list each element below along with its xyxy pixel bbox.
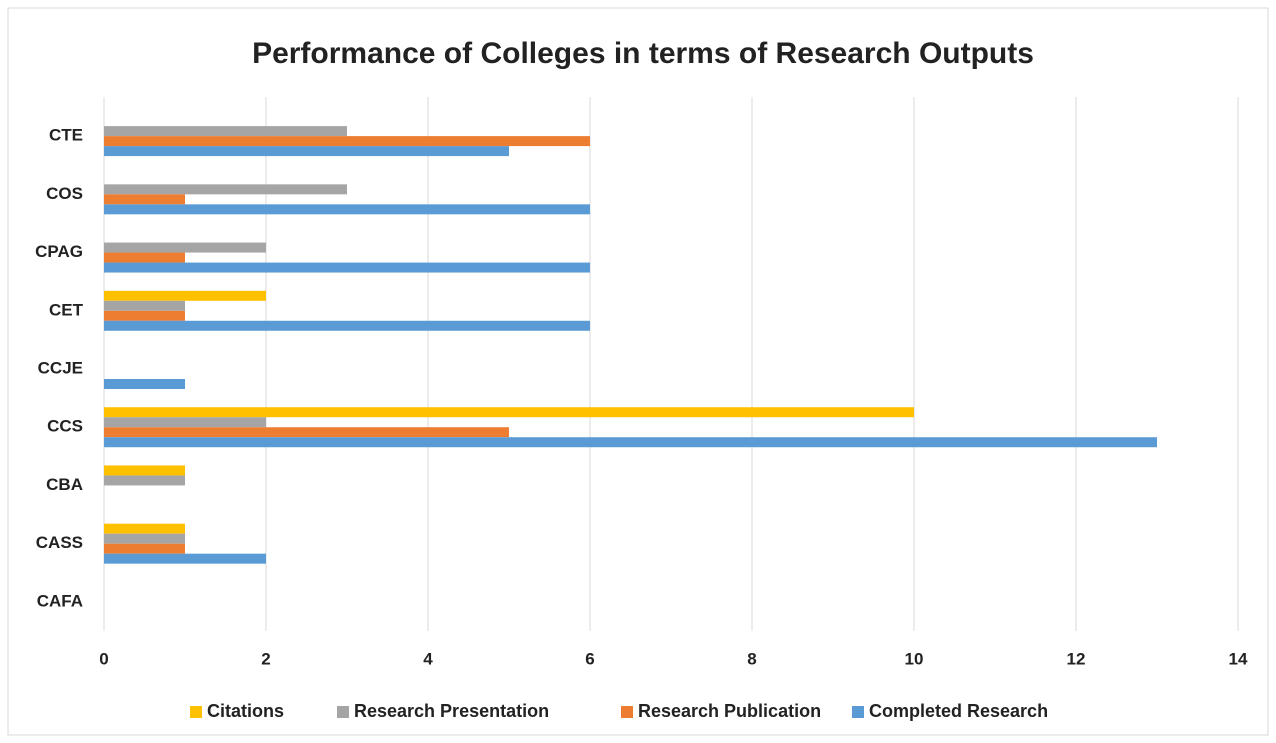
bar [104,553,266,564]
bar [104,146,509,157]
chart-title: Performance of Colleges in terms of Rese… [252,37,1034,70]
bar [104,252,185,263]
legend-swatch [621,706,633,718]
bar [104,290,266,301]
x-tick-label: 0 [99,649,108,668]
y-tick-label: CASS [36,533,83,552]
legend-label: Research Publication [638,701,821,721]
x-tick-label: 14 [1229,649,1248,668]
bar [104,262,590,273]
bar [104,136,590,147]
y-tick-label: CPAG [35,242,83,261]
bar [104,417,266,428]
bar [104,543,185,554]
y-tick-label: CET [49,300,84,319]
legend-swatch [190,706,202,718]
y-tick-label: CAFA [37,591,83,610]
bar [104,523,185,534]
x-tick-label: 6 [585,649,594,668]
bar [104,184,347,195]
bar [104,437,1157,448]
bar [104,242,266,253]
bar [104,379,185,389]
bar [104,300,185,311]
y-tick-label: CCS [47,417,83,436]
legend-swatch [852,706,864,718]
bar [104,126,347,137]
x-tick-label: 2 [261,649,270,668]
y-tick-label: CCJE [38,358,83,377]
legend-label: Research Presentation [354,701,549,721]
bar [104,475,185,486]
legend-label: Citations [207,701,284,721]
x-tick-label: 4 [423,649,433,668]
bar [104,427,509,438]
y-tick-label: COS [46,184,83,203]
bar [104,407,914,418]
bar [104,194,185,205]
bar [104,204,590,215]
legend-swatch [337,706,349,718]
x-tick-label: 12 [1067,649,1086,668]
y-tick-label: CBA [46,475,83,494]
legend-label: Completed Research [869,701,1048,721]
bar [104,310,185,321]
y-tick-label: CTE [49,126,83,145]
chart-border [7,7,1269,736]
bar [104,533,185,544]
bar [104,465,185,476]
x-tick-label: 8 [747,649,756,668]
x-tick-label: 10 [905,649,924,668]
bar [104,320,590,331]
